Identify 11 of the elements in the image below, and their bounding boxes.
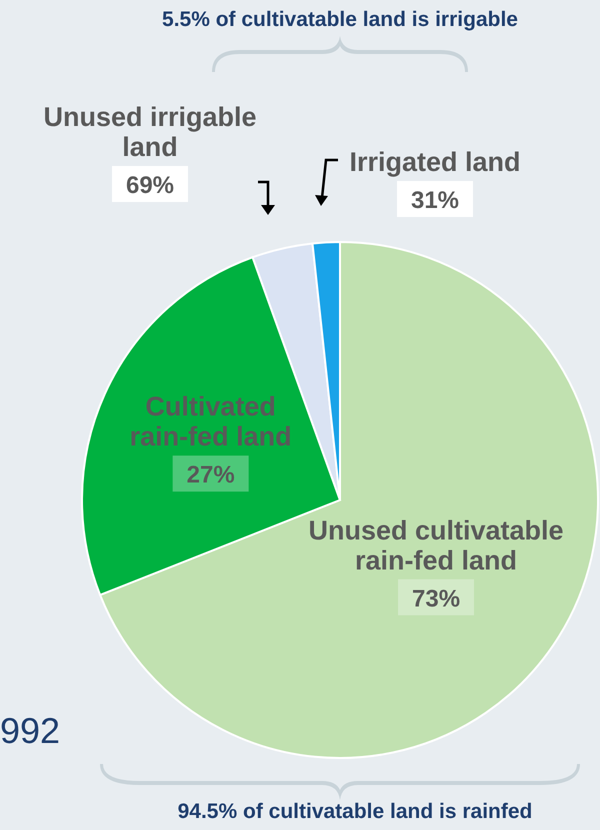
text: 94.5% of cultivatable land is rainfed	[176, 800, 534, 824]
text: 27%	[186, 462, 235, 489]
slice-label: Unused cultivatable rain-fed land	[308, 515, 564, 576]
text: 992	[0, 710, 60, 752]
text: 69%	[126, 172, 174, 199]
text: 31%	[410, 187, 460, 214]
text: 5.5% of cultivatable land is irrigable	[161, 8, 519, 32]
text: 73%	[412, 585, 460, 612]
slice-label: Unused irrigable land	[43, 102, 257, 162]
slice-label: Cultivated rain-fed land	[130, 392, 292, 452]
slice-label: Irrigated land	[349, 147, 521, 177]
